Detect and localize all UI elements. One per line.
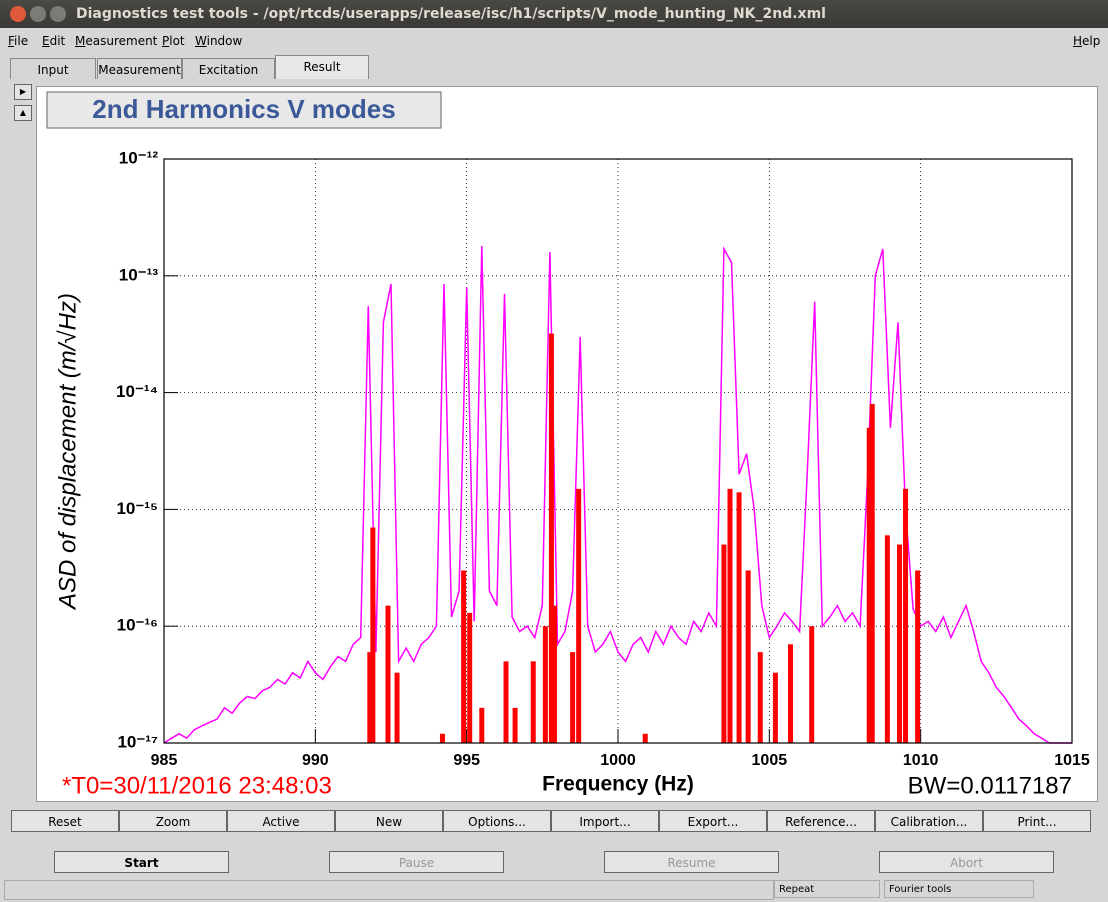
spectrum-bar [461,570,467,743]
menu-item[interactable]: Plot [162,34,185,48]
spectrum-bar [530,661,536,743]
spectrum-bar [903,488,909,743]
spectrum-bar [915,570,921,743]
x-tick-label: 995 [453,752,480,769]
plot-frame [163,158,1073,744]
scroll-right-button[interactable]: ▶ [14,84,32,100]
abort-button[interactable]: Abort [879,851,1054,873]
t0-annotation: *T0=30/11/2016 23:48:03 [62,772,332,799]
spectrum-bar [788,644,794,743]
chart-title: 2nd Harmonics V modes [92,94,395,124]
spectrum-bar [772,672,778,743]
plot-button[interactable]: Reference... [767,810,875,832]
spectrum-bar [866,427,872,743]
spectrum-bar [884,535,890,743]
menu-bar: File Edit Measurement Plot Window Help [0,30,1108,52]
pause-button[interactable]: Pause [329,851,504,873]
bw-annotation: BW=0.0117187 [908,772,1072,799]
spectrum-bar [367,652,373,743]
spectrum-bar [370,527,376,743]
y-tick-label: 10⁻¹⁶ [117,616,158,635]
tab[interactable]: Measurement [97,58,182,79]
tab[interactable]: Excitation [182,58,275,79]
spectrum-bar [503,661,509,743]
spectrum-bar [467,612,473,743]
plot-panel: 2nd Harmonics V modes Frequency (Hz) ASD… [36,86,1098,802]
y-tick-label: 10⁻¹⁷ [117,732,158,751]
spectrum-bar [394,672,400,743]
spectrum-bar [736,492,742,743]
chart: 2nd Harmonics V modes Frequency (Hz) ASD… [46,91,1090,799]
y-tick-label: 10⁻¹² [119,148,159,167]
x-tick-label: 990 [302,752,329,769]
plot-button[interactable]: Reset [11,810,119,832]
tab-selected[interactable]: Result [275,55,369,79]
y-axis-label: ASD of displacement (m/√Hz) [54,293,81,611]
spectrum-line [163,245,1072,744]
status-repeat: Repeat [774,880,880,898]
tab[interactable]: Input [10,58,96,79]
minimize-button[interactable] [30,6,46,22]
spectrum-bar [721,544,727,743]
menu-item[interactable]: Edit [42,34,66,48]
menu-item[interactable]: Help [1073,34,1101,48]
spectrum-bar [479,707,485,743]
scroll-up-button[interactable]: ▲ [14,105,32,121]
spectrum-bar [757,652,763,743]
maximize-button[interactable] [50,6,66,22]
spectrum-bar [642,733,648,743]
start-button[interactable]: Start [54,851,229,873]
x-tick-label: 1005 [752,752,788,769]
spectrum-bar [439,733,445,743]
plot-button[interactable]: Zoom [119,810,227,832]
x-tick-label: 1010 [903,752,939,769]
x-axis-label: Frequency (Hz) [542,773,694,796]
menu-item[interactable]: Window [195,34,243,48]
plot-button[interactable]: Export... [659,810,767,832]
spectrum-bar [385,605,391,743]
plot-button[interactable]: Print... [983,810,1091,832]
spectrum-bar [542,626,548,743]
title-box [46,91,442,129]
plot-button[interactable]: Import... [551,810,659,832]
x-tick-label: 985 [151,752,178,769]
y-tick-label: 10⁻¹³ [119,265,159,284]
spectrum-bar [548,333,554,743]
plot-button[interactable]: Calibration... [875,810,983,832]
plot-button[interactable]: Options... [443,810,551,832]
spectrum-bar [551,605,557,743]
plot-button[interactable]: New [335,810,443,832]
window-title: Diagnostics test tools - /opt/rtcds/user… [76,6,826,22]
title-bar: Diagnostics test tools - /opt/rtcds/user… [0,0,1108,28]
resume-button[interactable]: Resume [604,851,779,873]
spectrum-bar [869,403,875,743]
spectrum-bar [512,707,518,743]
x-tick-label: 1000 [600,752,636,769]
spectrum-bar [809,626,815,743]
menu-item[interactable]: File [8,34,29,48]
y-tick-label: 10⁻¹⁴ [116,382,158,401]
menu-item[interactable]: Measurement [75,34,158,48]
status-tool: Fourier tools [884,880,1034,898]
status-field [4,880,774,900]
spectrum-bar [745,570,751,743]
spectrum-bar [570,652,576,743]
spectrum-bar [576,488,582,743]
x-tick-label: 1015 [1054,752,1090,769]
y-tick-label: 10⁻¹⁵ [116,499,158,518]
spectrum-bar [727,488,733,743]
plot-button[interactable]: Active [227,810,335,832]
spectrum-bar [896,544,902,743]
close-button[interactable] [10,6,26,22]
